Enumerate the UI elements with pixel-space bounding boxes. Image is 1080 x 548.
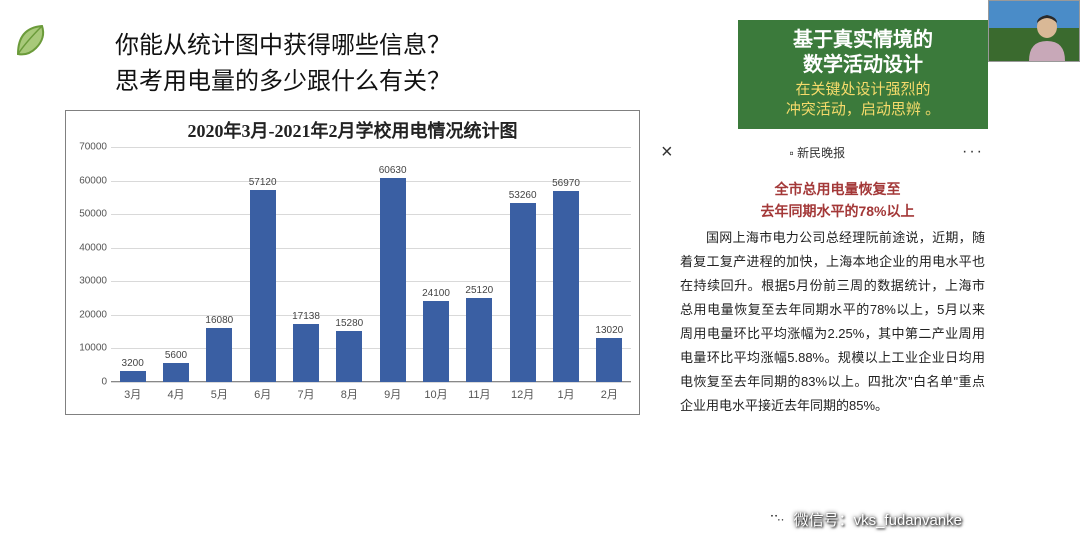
gridline	[111, 147, 631, 148]
x-tick-label: 1月	[546, 386, 586, 402]
news-title-line-2: 去年同期水平的78%以上	[700, 200, 975, 222]
y-tick-label: 50000	[69, 209, 107, 220]
more-icon[interactable]: ···	[962, 143, 984, 161]
bar: 152808月	[336, 331, 362, 382]
x-tick-label: 6月	[243, 386, 283, 402]
question-line-1: 你能从统计图中获得哪些信息？	[115, 28, 451, 64]
x-tick-label: 8月	[329, 386, 369, 402]
bar-value-label: 15280	[319, 318, 379, 329]
bar: 56004月	[163, 363, 189, 382]
bar: 171387月	[293, 324, 319, 382]
prompt-questions: 你能从统计图中获得哪些信息？ 思考用电量的多少跟什么有关？	[115, 28, 451, 100]
y-tick-label: 20000	[69, 309, 107, 320]
x-tick-label: 7月	[286, 386, 326, 402]
bar: 571206月	[250, 190, 276, 382]
news-source[interactable]: 新民晚报	[790, 144, 846, 161]
chart-plot-area: 0100002000030000400005000060000700003200…	[111, 147, 631, 382]
bar: 5326012月	[510, 203, 536, 382]
electricity-chart: 2020年3月-2021年2月学校用电情况统计图 010000200003000…	[65, 110, 640, 415]
x-tick-label: 12月	[503, 386, 543, 402]
bar-value-label: 53260	[493, 190, 553, 201]
news-title-line-1: 全市总用电量恢复至	[700, 178, 975, 200]
leaf-icon	[12, 18, 54, 60]
news-title: 全市总用电量恢复至 去年同期水平的78%以上	[700, 178, 975, 223]
bar: 2410010月	[423, 301, 449, 382]
question-line-2: 思考用电量的多少跟什么有关？	[115, 64, 451, 100]
panel-sub-1: 在关键处设计强烈的	[748, 80, 978, 100]
watermark-text: 微信号：vks_fudanvanke	[794, 509, 962, 530]
x-tick-label: 10月	[416, 386, 456, 402]
bar-value-label: 60630	[363, 165, 423, 176]
x-tick-label: 5月	[199, 386, 239, 402]
panel-title-2: 数学活动设计	[748, 53, 978, 78]
x-tick-label: 2月	[589, 386, 629, 402]
y-tick-label: 40000	[69, 242, 107, 253]
bar-value-label: 57120	[233, 177, 293, 188]
bar: 2512011月	[466, 298, 492, 382]
news-paragraph: 国网上海市电力公司总经理阮前途说，近期，随着复工复产进程的加快，上海本地企业的用…	[680, 226, 985, 418]
panel-sub-2: 冲突活动，启动思辨 。	[748, 100, 978, 120]
slide-main: 你能从统计图中获得哪些信息？ 思考用电量的多少跟什么有关？ 2020年3月-20…	[0, 0, 990, 548]
y-tick-label: 10000	[69, 343, 107, 354]
y-tick-label: 70000	[69, 142, 107, 153]
bar-value-label: 13020	[579, 325, 639, 336]
wechat-icon	[766, 508, 788, 530]
presenter-avatar	[1021, 9, 1073, 61]
x-tick-label: 4月	[156, 386, 196, 402]
bar: 130202月	[596, 338, 622, 382]
bar-value-label: 16080	[189, 315, 249, 326]
chart-title: 2020年3月-2021年2月学校用电情况统计图	[66, 111, 639, 145]
news-body: 国网上海市电力公司总经理阮前途说，近期，随着复工复产进程的加快，上海本地企业的用…	[680, 226, 985, 418]
bar: 160805月	[206, 328, 232, 382]
bar-value-label: 5600	[146, 350, 206, 361]
y-tick-label: 0	[69, 377, 107, 388]
close-icon[interactable]: ×	[661, 141, 673, 164]
gridline	[111, 382, 631, 383]
news-header: × 新民晚报 ···	[655, 140, 990, 164]
bar-value-label: 56970	[536, 178, 596, 189]
bar-value-label: 25120	[449, 285, 509, 296]
x-tick-label: 9月	[373, 386, 413, 402]
bar: 569701月	[553, 191, 579, 382]
x-tick-label: 3月	[113, 386, 153, 402]
panel-title-1: 基于真实情境的	[748, 28, 978, 53]
green-context-panel: 基于真实情境的 数学活动设计 在关键处设计强烈的 冲突活动，启动思辨 。	[738, 20, 988, 129]
bar: 32003月	[120, 371, 146, 382]
video-thumbnail[interactable]	[988, 0, 1080, 62]
x-tick-label: 11月	[459, 386, 499, 402]
bar: 606309月	[380, 178, 406, 382]
wechat-watermark: 微信号：vks_fudanvanke	[766, 508, 962, 530]
y-tick-label: 30000	[69, 276, 107, 287]
y-tick-label: 60000	[69, 175, 107, 186]
